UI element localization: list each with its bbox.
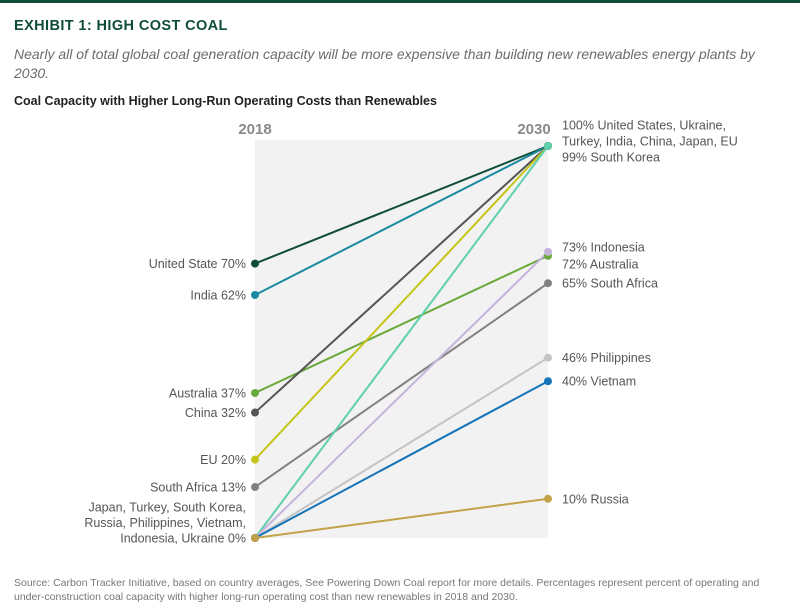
- end-point-japan: [544, 142, 552, 150]
- series-line-russia: [254, 497, 549, 539]
- start-point-india: [251, 290, 259, 299]
- start-point-south-africa: [251, 483, 259, 492]
- series-line-vietnam: [254, 380, 549, 539]
- left-label-4: China 32%: [185, 406, 246, 420]
- end-point-russia: [544, 494, 552, 503]
- series-line-eu: [254, 145, 549, 461]
- right-label-7: 10% Russia: [562, 492, 629, 506]
- right-label-4: 72% Australia: [562, 257, 638, 271]
- start-point-eu: [251, 455, 259, 464]
- left-label-6: South Africa 13%: [150, 481, 246, 495]
- exhibit-title: EXHIBIT 1: HIGH COST COAL: [14, 18, 228, 34]
- series-line-south-africa: [254, 282, 549, 488]
- series-line-united-states: [254, 145, 549, 265]
- end-point-philippines: [544, 353, 552, 362]
- top-rule: [0, 0, 800, 3]
- chart-title: Coal Capacity with Higher Long-Run Opera…: [14, 94, 437, 108]
- year-label-2018: 2018: [238, 121, 271, 138]
- right-label-5: 46% Philippines: [562, 351, 651, 365]
- end-point-south-africa: [544, 279, 552, 288]
- series-line-japan: [254, 145, 549, 539]
- subtitle: Nearly all of total global coal generati…: [14, 46, 755, 81]
- series-line-india: [254, 145, 549, 296]
- year-label-2030: 2030: [517, 121, 550, 138]
- left-label-5: EU 20%: [200, 453, 246, 467]
- left-label-7: Japan, Turkey, South Korea, Russia, Phili…: [84, 501, 246, 546]
- right-label-6: 40% Vietnam: [562, 375, 636, 389]
- right-label-3: 73% Indonesia: [562, 240, 645, 254]
- left-label-2: India 62%: [190, 288, 246, 302]
- footnote: Source: Carbon Tracker Initiative, based…: [14, 577, 760, 603]
- start-point-united-states: [251, 259, 259, 268]
- start-point-australia: [251, 388, 259, 397]
- series-line-indonesia: [254, 251, 549, 539]
- end-point-indonesia: [544, 247, 552, 256]
- left-label-1: United State 70%: [149, 257, 246, 271]
- start-point-china: [251, 408, 259, 417]
- right-label-2: 65% South Africa: [562, 277, 658, 291]
- left-label-3: Australia 37%: [169, 386, 246, 400]
- end-point-vietnam: [544, 377, 552, 386]
- right-label-1: 100% United States, Ukraine, Turkey, Indi…: [562, 119, 738, 165]
- series-line-china: [254, 145, 549, 414]
- series-line-philippines: [254, 356, 549, 539]
- series-line-australia: [254, 254, 549, 394]
- start-point-russia: [251, 534, 259, 542]
